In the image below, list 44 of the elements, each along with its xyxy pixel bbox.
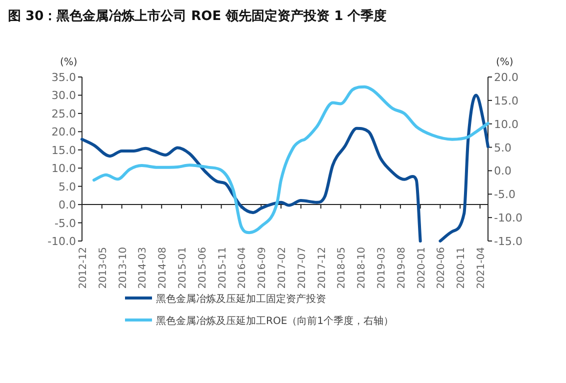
y-tick-label: -5.0 [54, 216, 76, 230]
x-tick-label: 2014-03 [138, 247, 149, 289]
x-tick-label: 2015-01 [178, 247, 189, 289]
y2-tick-label: 20.0 [494, 71, 518, 84]
x-tick-label: 2014-08 [158, 247, 169, 289]
y-tick-label: 10.0 [52, 162, 76, 176]
y2-tick-label: -15.0 [494, 235, 522, 248]
y-axis-title: (%) [60, 57, 78, 68]
y2-tick-label: 0.0 [494, 164, 512, 178]
y2-tick-label: -10.0 [494, 212, 522, 225]
x-tick-label: 2019-03 [376, 247, 388, 289]
x-tick-label: 2013-10 [118, 247, 129, 289]
x-tick-label: 2020-01 [416, 247, 428, 289]
x-tick-label: 2016-04 [237, 247, 248, 289]
y-tick-label: -10.0 [48, 235, 76, 248]
legend-label: 黑色金属冶炼及压延加工ROE（向前1个季度，右轴） [156, 315, 394, 327]
x-tick-label: 2018-05 [336, 247, 348, 289]
x-tick-label: 2020-06 [436, 247, 448, 289]
y2-tick-label: 10.0 [494, 118, 518, 131]
y2-tick-label: -5.0 [494, 188, 516, 202]
x-tick-label: 2017-12 [316, 247, 328, 289]
y-tick-label: 5.0 [58, 180, 76, 194]
x-tick-label: 2015-11 [217, 247, 228, 289]
x-tick-label: 2020-11 [456, 247, 468, 289]
x-tick-label: 2013-05 [98, 247, 109, 289]
x-tick-label: 2017-07 [296, 247, 308, 289]
x-tick-label: 2016-09 [257, 247, 268, 289]
x-tick-label: 2017-02 [277, 247, 288, 289]
x-tick-label: 2019-08 [396, 247, 408, 289]
x-tick-label: 2015-06 [197, 247, 208, 289]
y-tick-label: 15.0 [52, 144, 76, 157]
chart-title: 图 30：黑色金属冶炼上市公司 ROE 领先固定资产投资 1 个季度 [8, 8, 387, 24]
y-tick-label: 20.0 [52, 126, 76, 139]
legend-label: 黑色金属冶炼及压延加工固定资产投资 [156, 293, 326, 305]
y2-tick-label: 15.0 [494, 94, 518, 108]
y-tick-label: 25.0 [52, 107, 76, 120]
x-tick-label: 2012-12 [78, 247, 89, 289]
x-tick-label: 2018-10 [356, 247, 368, 289]
y2-axis-title: (%) [496, 57, 514, 68]
y-tick-label: 30.0 [52, 89, 76, 102]
y2-tick-label: 5.0 [494, 141, 512, 154]
y-tick-label: 35.0 [52, 71, 76, 84]
x-tick-label: 2021-04 [476, 247, 488, 289]
y-tick-label: 0.0 [58, 198, 76, 212]
